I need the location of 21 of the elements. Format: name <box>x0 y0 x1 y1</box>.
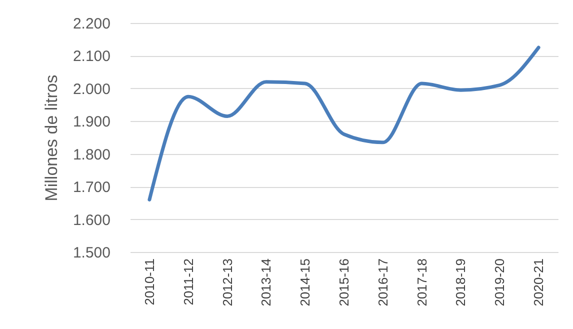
x-tick-label: 2016-17 <box>375 258 390 306</box>
x-tick-label: 2012-13 <box>220 258 235 306</box>
y-tick-label: 1.800 <box>72 146 110 164</box>
y-axis-title: Millones de litros <box>42 74 61 202</box>
line-series <box>148 46 540 202</box>
x-tick-label: 2020-21 <box>531 258 546 306</box>
x-tick-label: 2011-12 <box>180 258 196 306</box>
x-tick-label: 2014-15 <box>298 258 313 306</box>
y-tick-label: 1.900 <box>72 114 110 131</box>
x-tick-label: 2018-19 <box>453 258 468 306</box>
x-tick-label: 2019-20 <box>492 258 508 306</box>
y-tick-label: 1.600 <box>72 212 110 229</box>
x-tick-label: 2015-16 <box>336 258 352 306</box>
x-tick-label: 2010-11 <box>142 258 157 306</box>
y-tick-label: 1.700 <box>72 179 110 196</box>
y-tick-label: 2.000 <box>72 80 110 98</box>
y-tick-label: 2.100 <box>72 48 110 66</box>
x-tick-label: 2013-14 <box>258 258 274 306</box>
y-tick-label: 1.500 <box>72 244 110 262</box>
x-tick-label: 2017-18 <box>414 258 430 306</box>
y-tick-label: 2.200 <box>72 16 110 32</box>
